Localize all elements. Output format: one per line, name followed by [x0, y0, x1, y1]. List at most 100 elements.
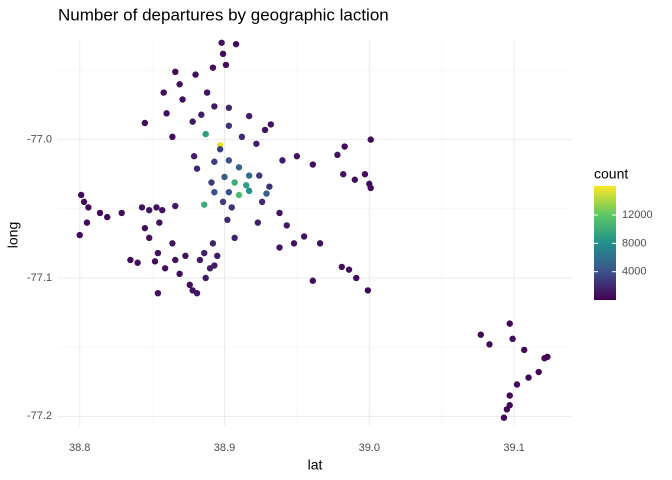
- point: [172, 202, 179, 210]
- point: [245, 112, 253, 120]
- point: [221, 173, 228, 181]
- point: [153, 204, 160, 211]
- point: [218, 39, 225, 46]
- point: [283, 222, 290, 229]
- point: [169, 133, 176, 141]
- point: [138, 204, 146, 211]
- point: [201, 201, 208, 208]
- point: [193, 165, 201, 172]
- y-tick-label: -77.1: [27, 272, 52, 284]
- point: [209, 64, 217, 71]
- point: [161, 265, 169, 272]
- point: [179, 96, 186, 103]
- point: [118, 209, 125, 217]
- point: [225, 104, 233, 111]
- point: [96, 209, 104, 217]
- point: [151, 258, 159, 265]
- point: [219, 198, 227, 206]
- point: [211, 262, 218, 269]
- point: [351, 176, 359, 183]
- point: [224, 216, 231, 224]
- y-axis-label: long: [5, 222, 21, 248]
- point: [258, 198, 266, 206]
- point: [201, 249, 208, 257]
- colorbar: [594, 186, 616, 300]
- point: [525, 374, 532, 381]
- point: [367, 184, 374, 192]
- colorbar-tick-label: 12000: [622, 209, 653, 221]
- point: [367, 136, 374, 143]
- point: [267, 121, 275, 128]
- point: [334, 151, 341, 159]
- point: [169, 240, 176, 247]
- point: [263, 190, 270, 197]
- point: [276, 209, 283, 217]
- point: [202, 274, 209, 282]
- point: [159, 206, 166, 214]
- point: [80, 198, 88, 206]
- y-tick-label: -77.2: [27, 410, 52, 422]
- point: [232, 40, 240, 48]
- point: [316, 240, 324, 247]
- point: [503, 406, 511, 413]
- point: [544, 353, 551, 361]
- point: [154, 249, 162, 257]
- point: [506, 320, 513, 327]
- point: [245, 187, 253, 195]
- point: [521, 346, 528, 354]
- point: [266, 183, 273, 190]
- point: [76, 231, 83, 239]
- point: [276, 244, 283, 251]
- x-tick-label: 38.8: [69, 442, 90, 454]
- point: [186, 281, 193, 289]
- point: [214, 252, 221, 260]
- point: [203, 89, 211, 96]
- colorbar-tick-label: 8000: [622, 237, 646, 249]
- point: [309, 161, 317, 168]
- point: [225, 122, 233, 129]
- point: [509, 335, 516, 343]
- point: [211, 188, 218, 196]
- point: [225, 188, 233, 196]
- x-axis-label: lat: [308, 457, 323, 473]
- point: [141, 119, 149, 127]
- x-tick-label: 39.0: [359, 442, 380, 454]
- point: [338, 263, 345, 271]
- point: [500, 414, 508, 421]
- point: [340, 171, 347, 178]
- y-tick-label: -77.0: [27, 134, 52, 146]
- point: [290, 240, 298, 247]
- point: [202, 130, 209, 138]
- point: [341, 143, 348, 150]
- point: [85, 204, 92, 211]
- colorbar-title: count: [594, 166, 628, 182]
- point: [104, 213, 111, 221]
- point: [196, 256, 204, 264]
- point: [134, 259, 141, 266]
- point: [513, 381, 521, 388]
- point: [477, 331, 484, 338]
- point: [163, 110, 170, 117]
- point: [176, 81, 183, 88]
- point: [235, 191, 243, 199]
- point: [293, 153, 301, 160]
- point: [176, 270, 183, 278]
- point: [209, 240, 217, 247]
- point: [300, 233, 308, 240]
- point: [189, 287, 196, 294]
- point: [208, 179, 215, 186]
- point: [182, 252, 189, 260]
- point: [364, 287, 372, 294]
- point: [154, 289, 162, 297]
- point: [345, 266, 353, 273]
- point: [156, 219, 163, 226]
- point: [243, 182, 250, 189]
- point: [160, 89, 167, 96]
- point: [211, 103, 218, 110]
- point: [141, 224, 149, 232]
- point: [77, 191, 85, 199]
- point: [238, 133, 246, 141]
- point: [146, 234, 153, 242]
- point: [253, 140, 260, 147]
- point: [192, 71, 199, 78]
